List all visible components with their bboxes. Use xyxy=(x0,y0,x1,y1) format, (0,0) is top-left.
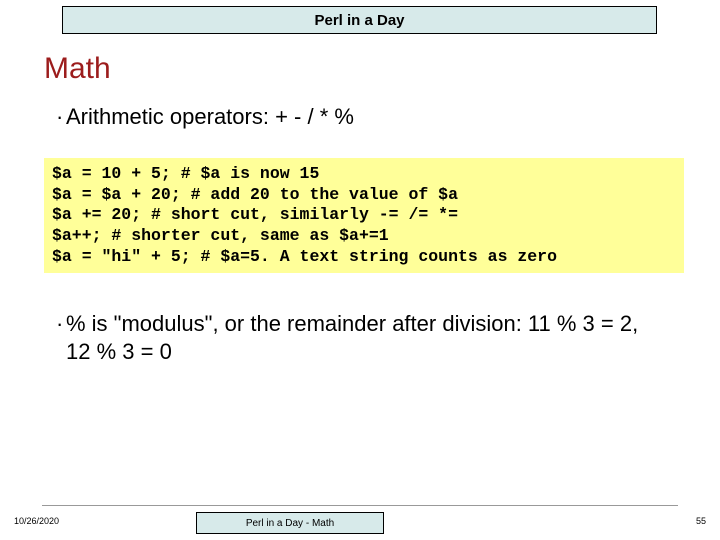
header-bar: Perl in a Day xyxy=(62,6,657,34)
bullet-modulus: % is "modulus", or the remainder after d… xyxy=(66,310,666,365)
slide-title: Math xyxy=(44,52,111,86)
footer-date: 10/26/2020 xyxy=(14,516,59,526)
code-block: $a = 10 + 5; # $a is now 15 $a = $a + 20… xyxy=(44,158,684,273)
footer-center-box: Perl in a Day - Math xyxy=(196,512,384,534)
footer-divider xyxy=(42,505,678,506)
code-line: $a = "hi" + 5; # $a=5. A text string cou… xyxy=(52,247,557,266)
code-line: $a = 10 + 5; # $a is now 15 xyxy=(52,164,319,183)
code-line: $a = $a + 20; # add 20 to the value of $… xyxy=(52,185,458,204)
footer-page-number: 55 xyxy=(696,516,706,526)
bullet-operators: Arithmetic operators: + - / * % xyxy=(66,104,354,130)
code-line: $a++; # shorter cut, same as $a+=1 xyxy=(52,226,389,245)
code-line: $a += 20; # short cut, similarly -= /= *… xyxy=(52,205,458,224)
header-title: Perl in a Day xyxy=(314,12,404,29)
footer-center-text: Perl in a Day - Math xyxy=(246,518,334,529)
